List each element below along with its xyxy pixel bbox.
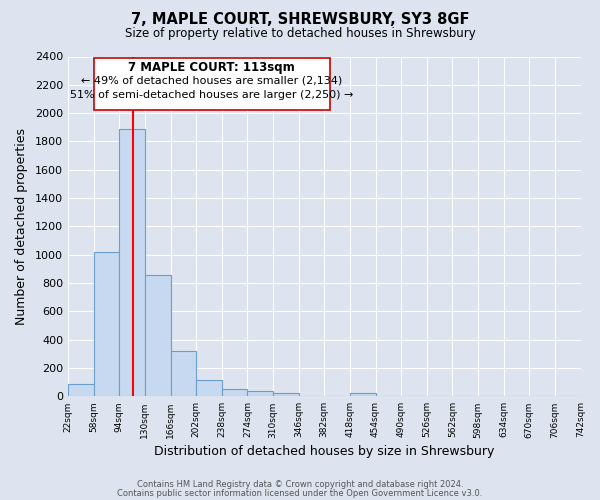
Text: ← 49% of detached houses are smaller (2,134): ← 49% of detached houses are smaller (2,… <box>81 76 343 86</box>
Text: 51% of semi-detached houses are larger (2,250) →: 51% of semi-detached houses are larger (… <box>70 90 353 100</box>
Y-axis label: Number of detached properties: Number of detached properties <box>15 128 28 325</box>
X-axis label: Distribution of detached houses by size in Shrewsbury: Distribution of detached houses by size … <box>154 444 494 458</box>
Bar <box>119 128 145 396</box>
Bar <box>170 351 196 397</box>
Bar <box>273 394 299 396</box>
Text: Contains HM Land Registry data © Crown copyright and database right 2024.: Contains HM Land Registry data © Crown c… <box>137 480 463 489</box>
Text: Size of property relative to detached houses in Shrewsbury: Size of property relative to detached ho… <box>125 28 475 40</box>
Bar <box>94 252 119 396</box>
Bar <box>247 392 273 396</box>
Bar <box>145 274 170 396</box>
Bar <box>68 384 94 396</box>
Bar <box>196 380 222 396</box>
Bar <box>350 394 376 396</box>
Text: 7 MAPLE COURT: 113sqm: 7 MAPLE COURT: 113sqm <box>128 62 295 74</box>
Text: 7, MAPLE COURT, SHREWSBURY, SY3 8GF: 7, MAPLE COURT, SHREWSBURY, SY3 8GF <box>131 12 469 28</box>
Bar <box>222 389 247 396</box>
FancyBboxPatch shape <box>94 58 330 110</box>
Text: Contains public sector information licensed under the Open Government Licence v3: Contains public sector information licen… <box>118 488 482 498</box>
